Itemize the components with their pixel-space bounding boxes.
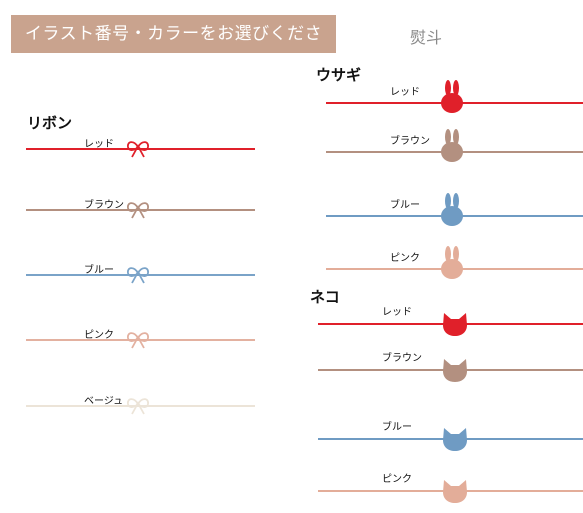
ribbon-bow-icon (126, 330, 150, 350)
ribbon-option[interactable]: レッド (26, 135, 255, 175)
ribbon-bow-icon (126, 265, 150, 285)
instruction-banner: イラスト番号・カラーをお選びください。 (11, 15, 336, 82)
rabbit-option[interactable]: レッド (326, 80, 583, 123)
cat-head-icon (441, 478, 469, 504)
cat-head-icon (441, 311, 469, 337)
cat-option-label: レッド (382, 307, 412, 318)
rabbit-option-label: レッド (390, 87, 420, 98)
cat-option[interactable]: ピンク (318, 470, 583, 510)
noshi-heading: 熨斗 (410, 28, 443, 47)
ribbon-bow-icon (126, 139, 150, 159)
ribbon-option-label: レッド (84, 139, 114, 150)
rabbit-head-icon (440, 129, 464, 163)
ribbon-bow-icon (126, 396, 150, 416)
ribbon-option[interactable]: ピンク (26, 326, 255, 366)
rabbit-option-label: ブルー (390, 200, 420, 211)
ribbon-option[interactable]: ベージュ (26, 392, 255, 432)
rabbit-head-icon (440, 193, 464, 227)
ribbon-option[interactable]: ブラウン (26, 196, 255, 236)
ribbon-option-label: ブラウン (84, 200, 124, 211)
ribbon-option[interactable]: ブルー (26, 261, 255, 301)
rabbit-head-icon (440, 246, 464, 280)
rabbit-option-label: ブラウン (390, 136, 430, 147)
ribbon-option-label: ブルー (84, 265, 114, 276)
cat-section-title: ネコ (310, 288, 340, 306)
rabbit-option[interactable]: ピンク (326, 246, 583, 289)
rabbit-option[interactable]: ブラウン (326, 129, 583, 172)
ribbon-section-title: リボン (27, 114, 73, 132)
cat-option-label: ブラウン (382, 353, 422, 364)
cat-option-label: ピンク (382, 474, 412, 485)
cat-option[interactable]: レッド (318, 303, 583, 343)
cat-option-label: ブルー (382, 422, 412, 433)
rabbit-section-title: ウサギ (316, 66, 362, 84)
ribbon-bow-icon (126, 200, 150, 220)
rabbit-head-icon (440, 80, 464, 114)
cat-head-icon (441, 357, 469, 383)
cat-option[interactable]: ブラウン (318, 349, 583, 389)
rabbit-option-label: ピンク (390, 253, 420, 264)
rabbit-option[interactable]: ブルー (326, 193, 583, 236)
ribbon-option-label: ピンク (84, 330, 114, 341)
cat-option[interactable]: ブルー (318, 418, 583, 458)
ribbon-option-label: ベージュ (84, 396, 124, 407)
cat-head-icon (441, 426, 469, 452)
